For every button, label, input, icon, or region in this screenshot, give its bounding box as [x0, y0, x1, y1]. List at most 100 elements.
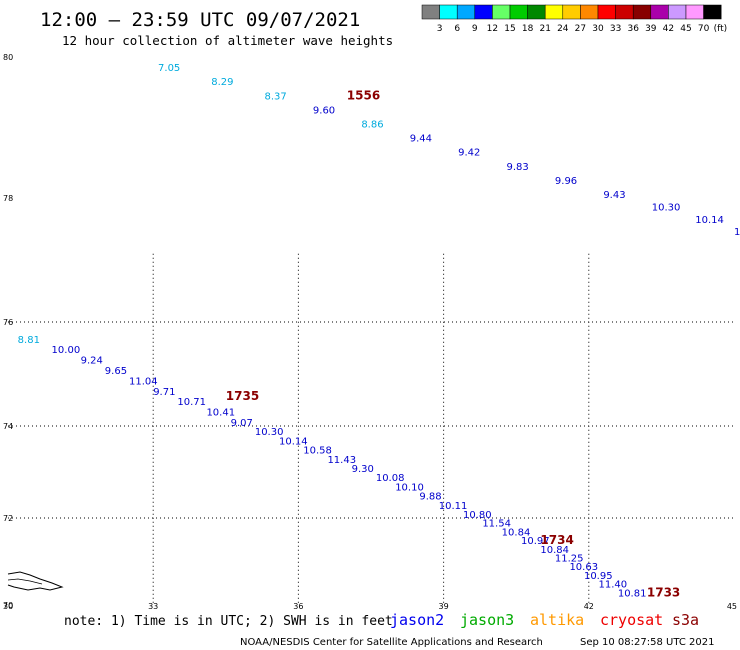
wave-height-value: 10.41 [206, 408, 235, 419]
satellite-legend: jason2 jason3 altika cryosat s3a [390, 611, 699, 629]
wave-height-value: 10.08 [376, 473, 405, 484]
wave-height-value: 8.29 [211, 77, 233, 88]
scale-tick-label: 70 [698, 24, 710, 34]
wave-height-value: 11.25 [555, 554, 584, 565]
wave-height-value: 9.07 [231, 418, 253, 429]
footer-note: note: 1) Time is in UTC; 2) SWH is in fe… [64, 614, 393, 629]
scale-tick-label: 30 [592, 24, 604, 34]
lon-label: 36 [293, 602, 303, 611]
latitude-labels: 80 78 76 74 72 70 [3, 53, 13, 610]
wave-height-value: 9.30 [352, 464, 374, 475]
scale-tick-label: 9 [472, 24, 478, 34]
satellite-name: cryosat [600, 611, 663, 629]
lon-label: 42 [584, 602, 594, 611]
track-time-label: 1556 [347, 88, 380, 102]
track-time-label: 1734 [540, 533, 573, 547]
scale-swatch [544, 4, 564, 20]
wave-height-value: 11.04 [129, 376, 158, 387]
scale-tick-label: 42 [663, 24, 674, 34]
wave-height-value: 9.88 [419, 492, 441, 503]
altimeter-tracks: 7.05 8.29 8.37 9.60 8.86 9.44 9.42 9.83 9.96 9.43… [18, 63, 740, 599]
lon-label: 33 [148, 602, 158, 611]
wave-height-value: 10.84 [540, 545, 569, 556]
lat-label: 78 [3, 194, 13, 203]
wave-height-value: 10.71 [177, 397, 206, 408]
wave-height-value: 10.30 [255, 427, 284, 438]
scale-tick-label: 6 [454, 24, 460, 34]
lat-label: 76 [3, 318, 13, 327]
wave-height-value: 9.24 [81, 356, 103, 367]
scale-swatch [509, 4, 528, 20]
altimeter-track: 8.81 10.009.249.6511.049.7110.7110.419.07… [18, 335, 468, 512]
wave-height-value: 10.81 [618, 588, 647, 599]
scale-unit-label: (ft) [714, 24, 728, 34]
wave-height-value: 9.65 [105, 366, 127, 377]
wave-height-value: 9.60 [313, 105, 335, 116]
wave-height-value: 11.43 [327, 455, 356, 466]
scale-swatch [615, 4, 634, 20]
scale-tick-label: 39 [645, 24, 657, 34]
scale-tick-label: 27 [575, 24, 586, 34]
wave-height-value: 7.05 [158, 63, 180, 74]
scale-swatch [421, 4, 440, 20]
scale-swatch [562, 4, 581, 20]
coastline-inlet [7, 578, 43, 585]
wave-height-value: 10.63 [569, 562, 598, 573]
scale-tick-label: 24 [557, 24, 569, 34]
scale-swatch [597, 4, 616, 20]
scale-swatch [668, 4, 687, 20]
scale-tick-label: 12 [487, 24, 498, 34]
satellite-name: altika [530, 611, 584, 629]
footer-credit: NOAA/NESDIS Center for Satellite Applica… [240, 637, 543, 648]
scale-swatch [703, 4, 722, 20]
wave-height-value: 10.30 [652, 202, 681, 213]
satellite-name: jason2 [390, 611, 444, 629]
lon-label: 30 [3, 602, 13, 611]
wave-height-value: 10.11 [439, 501, 468, 512]
scale-swatch [527, 4, 546, 20]
scale-tick-label: 21 [539, 24, 550, 34]
lon-label: 45 [727, 602, 737, 611]
wave-height-value: 10.97 [521, 536, 550, 547]
wave-height-value: 9.42 [458, 148, 480, 159]
wave-height-value: 11.40 [598, 580, 627, 591]
scale-tick-label: 3 [437, 24, 443, 34]
lat-label: 70 [3, 601, 13, 610]
map-title: 12:00 – 23:59 UTC 09/07/2021 [40, 9, 360, 31]
lat-label: 72 [3, 514, 13, 523]
scale-tick-label: 18 [522, 24, 534, 34]
wave-height-value: 10.84 [502, 527, 531, 538]
wave-height-value: 9.83 [507, 162, 529, 173]
wave-height-value: 10.95 [584, 571, 613, 582]
altimeter-track: 10.8011.5410.8410.9710.8411.2510.6310.95… [463, 510, 647, 599]
wave-height-value: 8.86 [361, 120, 383, 131]
satellite-name: jason3 [460, 611, 514, 629]
wave-height-value: 10.14 [695, 215, 724, 226]
scale-swatch [632, 4, 652, 20]
wave-height-value: 8.37 [265, 91, 287, 102]
lon-label: 39 [439, 602, 449, 611]
lat-label: 80 [3, 53, 13, 62]
scale-swatch [439, 4, 458, 20]
lat-lon-grid [8, 253, 734, 605]
scale-tick-label: 36 [627, 24, 639, 34]
coastline-outline [7, 571, 64, 591]
scale-swatch [474, 4, 493, 20]
altimeter-track: 1733 [647, 585, 680, 599]
color-scale: 3 6 9 12 15 18 21 24 27 30 33 36 39 42 45 70 (ft) [421, 4, 728, 34]
track-time-label: 1735 [226, 389, 259, 403]
wave-height-value: 10.80 [463, 510, 492, 521]
wave-height-value: 9.43 [603, 190, 625, 201]
track-time-label: 1733 [647, 585, 680, 599]
satellite-name: s3a [672, 611, 699, 629]
wave-height-value: 10.14 [279, 436, 308, 447]
coastline [7, 571, 64, 591]
scale-tick-label: 15 [504, 24, 515, 34]
wave-height-value: 9.44 [410, 134, 432, 145]
footer-timestamp: Sep 10 08:27:58 UTC 2021 [580, 637, 714, 648]
wave-height-value: 10.00 [52, 345, 81, 356]
lat-label: 74 [3, 422, 13, 431]
scale-swatch [650, 4, 669, 20]
wave-height-value: 10 [734, 227, 740, 238]
